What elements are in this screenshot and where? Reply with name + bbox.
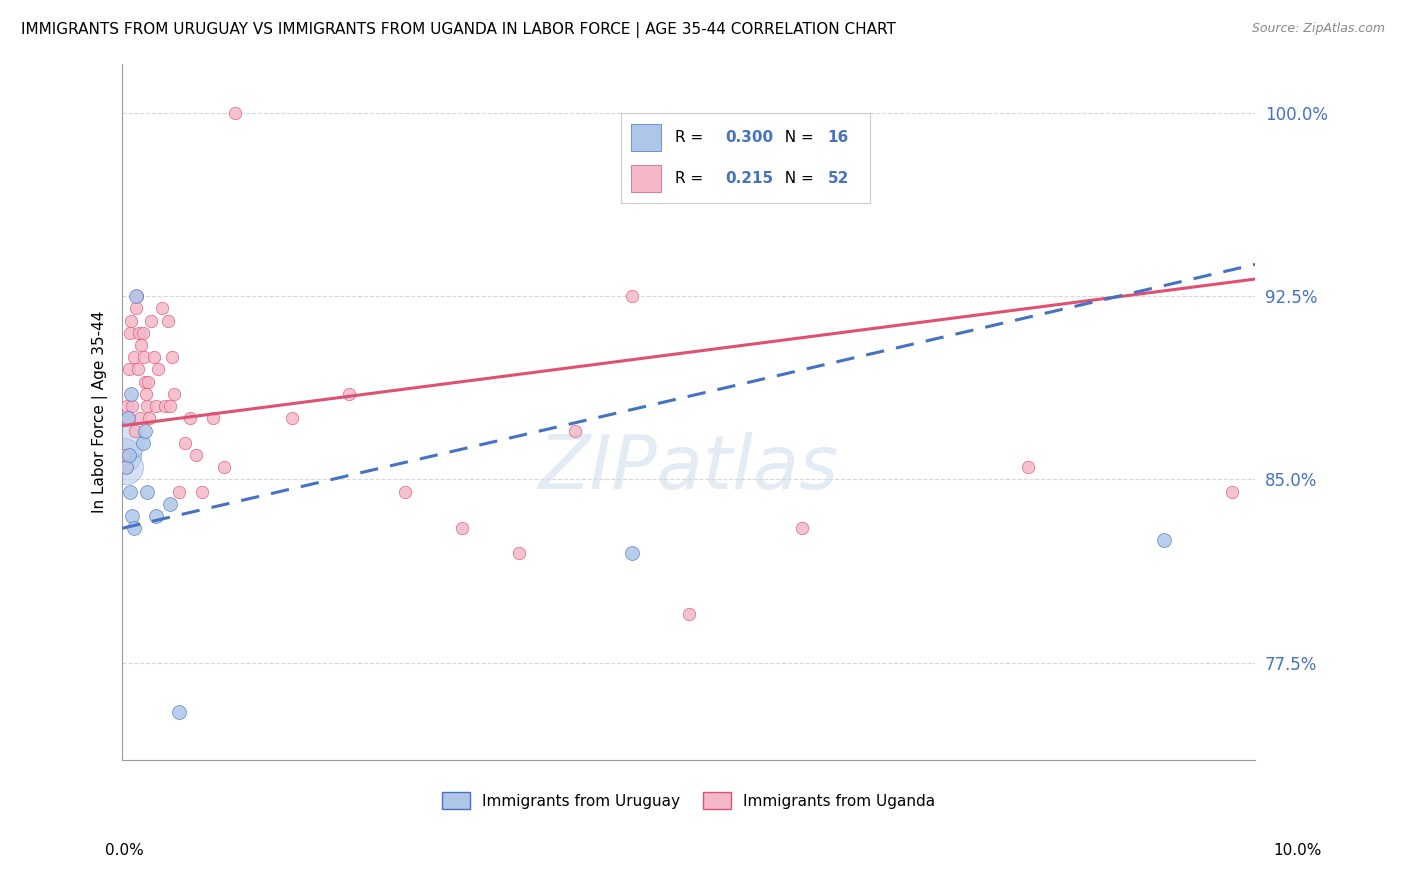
Point bbox=[127, 362, 149, 376]
Point bbox=[118, 448, 141, 462]
Point bbox=[281, 411, 304, 425]
Point bbox=[148, 362, 170, 376]
Point bbox=[121, 399, 143, 413]
Text: 10.0%: 10.0% bbox=[1274, 843, 1322, 858]
Point bbox=[138, 411, 160, 425]
Point bbox=[564, 424, 586, 438]
Point bbox=[184, 448, 207, 462]
Point bbox=[125, 289, 148, 303]
Point bbox=[167, 484, 190, 499]
Point bbox=[1220, 484, 1243, 499]
Point bbox=[142, 351, 165, 365]
Point bbox=[139, 313, 162, 327]
Text: Source: ZipAtlas.com: Source: ZipAtlas.com bbox=[1251, 22, 1385, 36]
Point bbox=[134, 375, 156, 389]
Point bbox=[136, 375, 159, 389]
Point bbox=[145, 399, 167, 413]
Point bbox=[114, 460, 136, 475]
Y-axis label: In Labor Force | Age 35-44: In Labor Force | Age 35-44 bbox=[93, 311, 108, 514]
Text: IMMIGRANTS FROM URUGUAY VS IMMIGRANTS FROM UGANDA IN LABOR FORCE | AGE 35-44 COR: IMMIGRANTS FROM URUGUAY VS IMMIGRANTS FR… bbox=[21, 22, 896, 38]
Point bbox=[212, 460, 235, 475]
Point bbox=[394, 484, 416, 499]
Point bbox=[131, 326, 153, 340]
Point bbox=[117, 411, 139, 425]
Point bbox=[115, 435, 138, 450]
Text: 0.0%: 0.0% bbox=[105, 843, 145, 858]
Point bbox=[620, 289, 643, 303]
Point bbox=[118, 362, 141, 376]
Point bbox=[114, 448, 136, 462]
Point bbox=[114, 448, 136, 462]
Point bbox=[790, 521, 813, 535]
Point bbox=[1153, 533, 1175, 548]
Point bbox=[132, 351, 155, 365]
Legend: Immigrants from Uruguay, Immigrants from Uganda: Immigrants from Uruguay, Immigrants from… bbox=[436, 786, 941, 815]
Text: ZIPatlas: ZIPatlas bbox=[538, 432, 838, 504]
Point bbox=[678, 607, 700, 621]
Point bbox=[122, 351, 145, 365]
Point bbox=[114, 460, 136, 475]
Point bbox=[190, 484, 212, 499]
Point bbox=[337, 387, 360, 401]
Point bbox=[121, 509, 143, 524]
Point bbox=[159, 497, 181, 511]
Point bbox=[125, 289, 148, 303]
Point bbox=[167, 705, 190, 719]
Point bbox=[122, 521, 145, 535]
Point bbox=[163, 387, 186, 401]
Point bbox=[156, 313, 179, 327]
Point bbox=[145, 509, 167, 524]
Point bbox=[120, 313, 142, 327]
Point bbox=[135, 387, 157, 401]
Point bbox=[120, 387, 142, 401]
Point bbox=[159, 399, 181, 413]
Point bbox=[179, 411, 201, 425]
Point bbox=[117, 411, 139, 425]
Point bbox=[451, 521, 474, 535]
Point bbox=[120, 326, 142, 340]
Point bbox=[173, 435, 195, 450]
Point bbox=[129, 411, 152, 425]
Point bbox=[620, 546, 643, 560]
Point bbox=[508, 546, 530, 560]
Point bbox=[134, 424, 156, 438]
Point bbox=[114, 460, 136, 475]
Point bbox=[155, 399, 177, 413]
Point bbox=[224, 106, 246, 120]
Point bbox=[136, 399, 159, 413]
Point bbox=[136, 484, 159, 499]
Point bbox=[115, 399, 138, 413]
Point bbox=[201, 411, 224, 425]
Point bbox=[128, 326, 150, 340]
Point bbox=[125, 301, 148, 316]
Point bbox=[120, 484, 142, 499]
Point bbox=[150, 301, 173, 316]
Point bbox=[1017, 460, 1039, 475]
Point bbox=[160, 351, 183, 365]
Point bbox=[124, 424, 146, 438]
Point bbox=[131, 338, 153, 352]
Point bbox=[131, 435, 153, 450]
